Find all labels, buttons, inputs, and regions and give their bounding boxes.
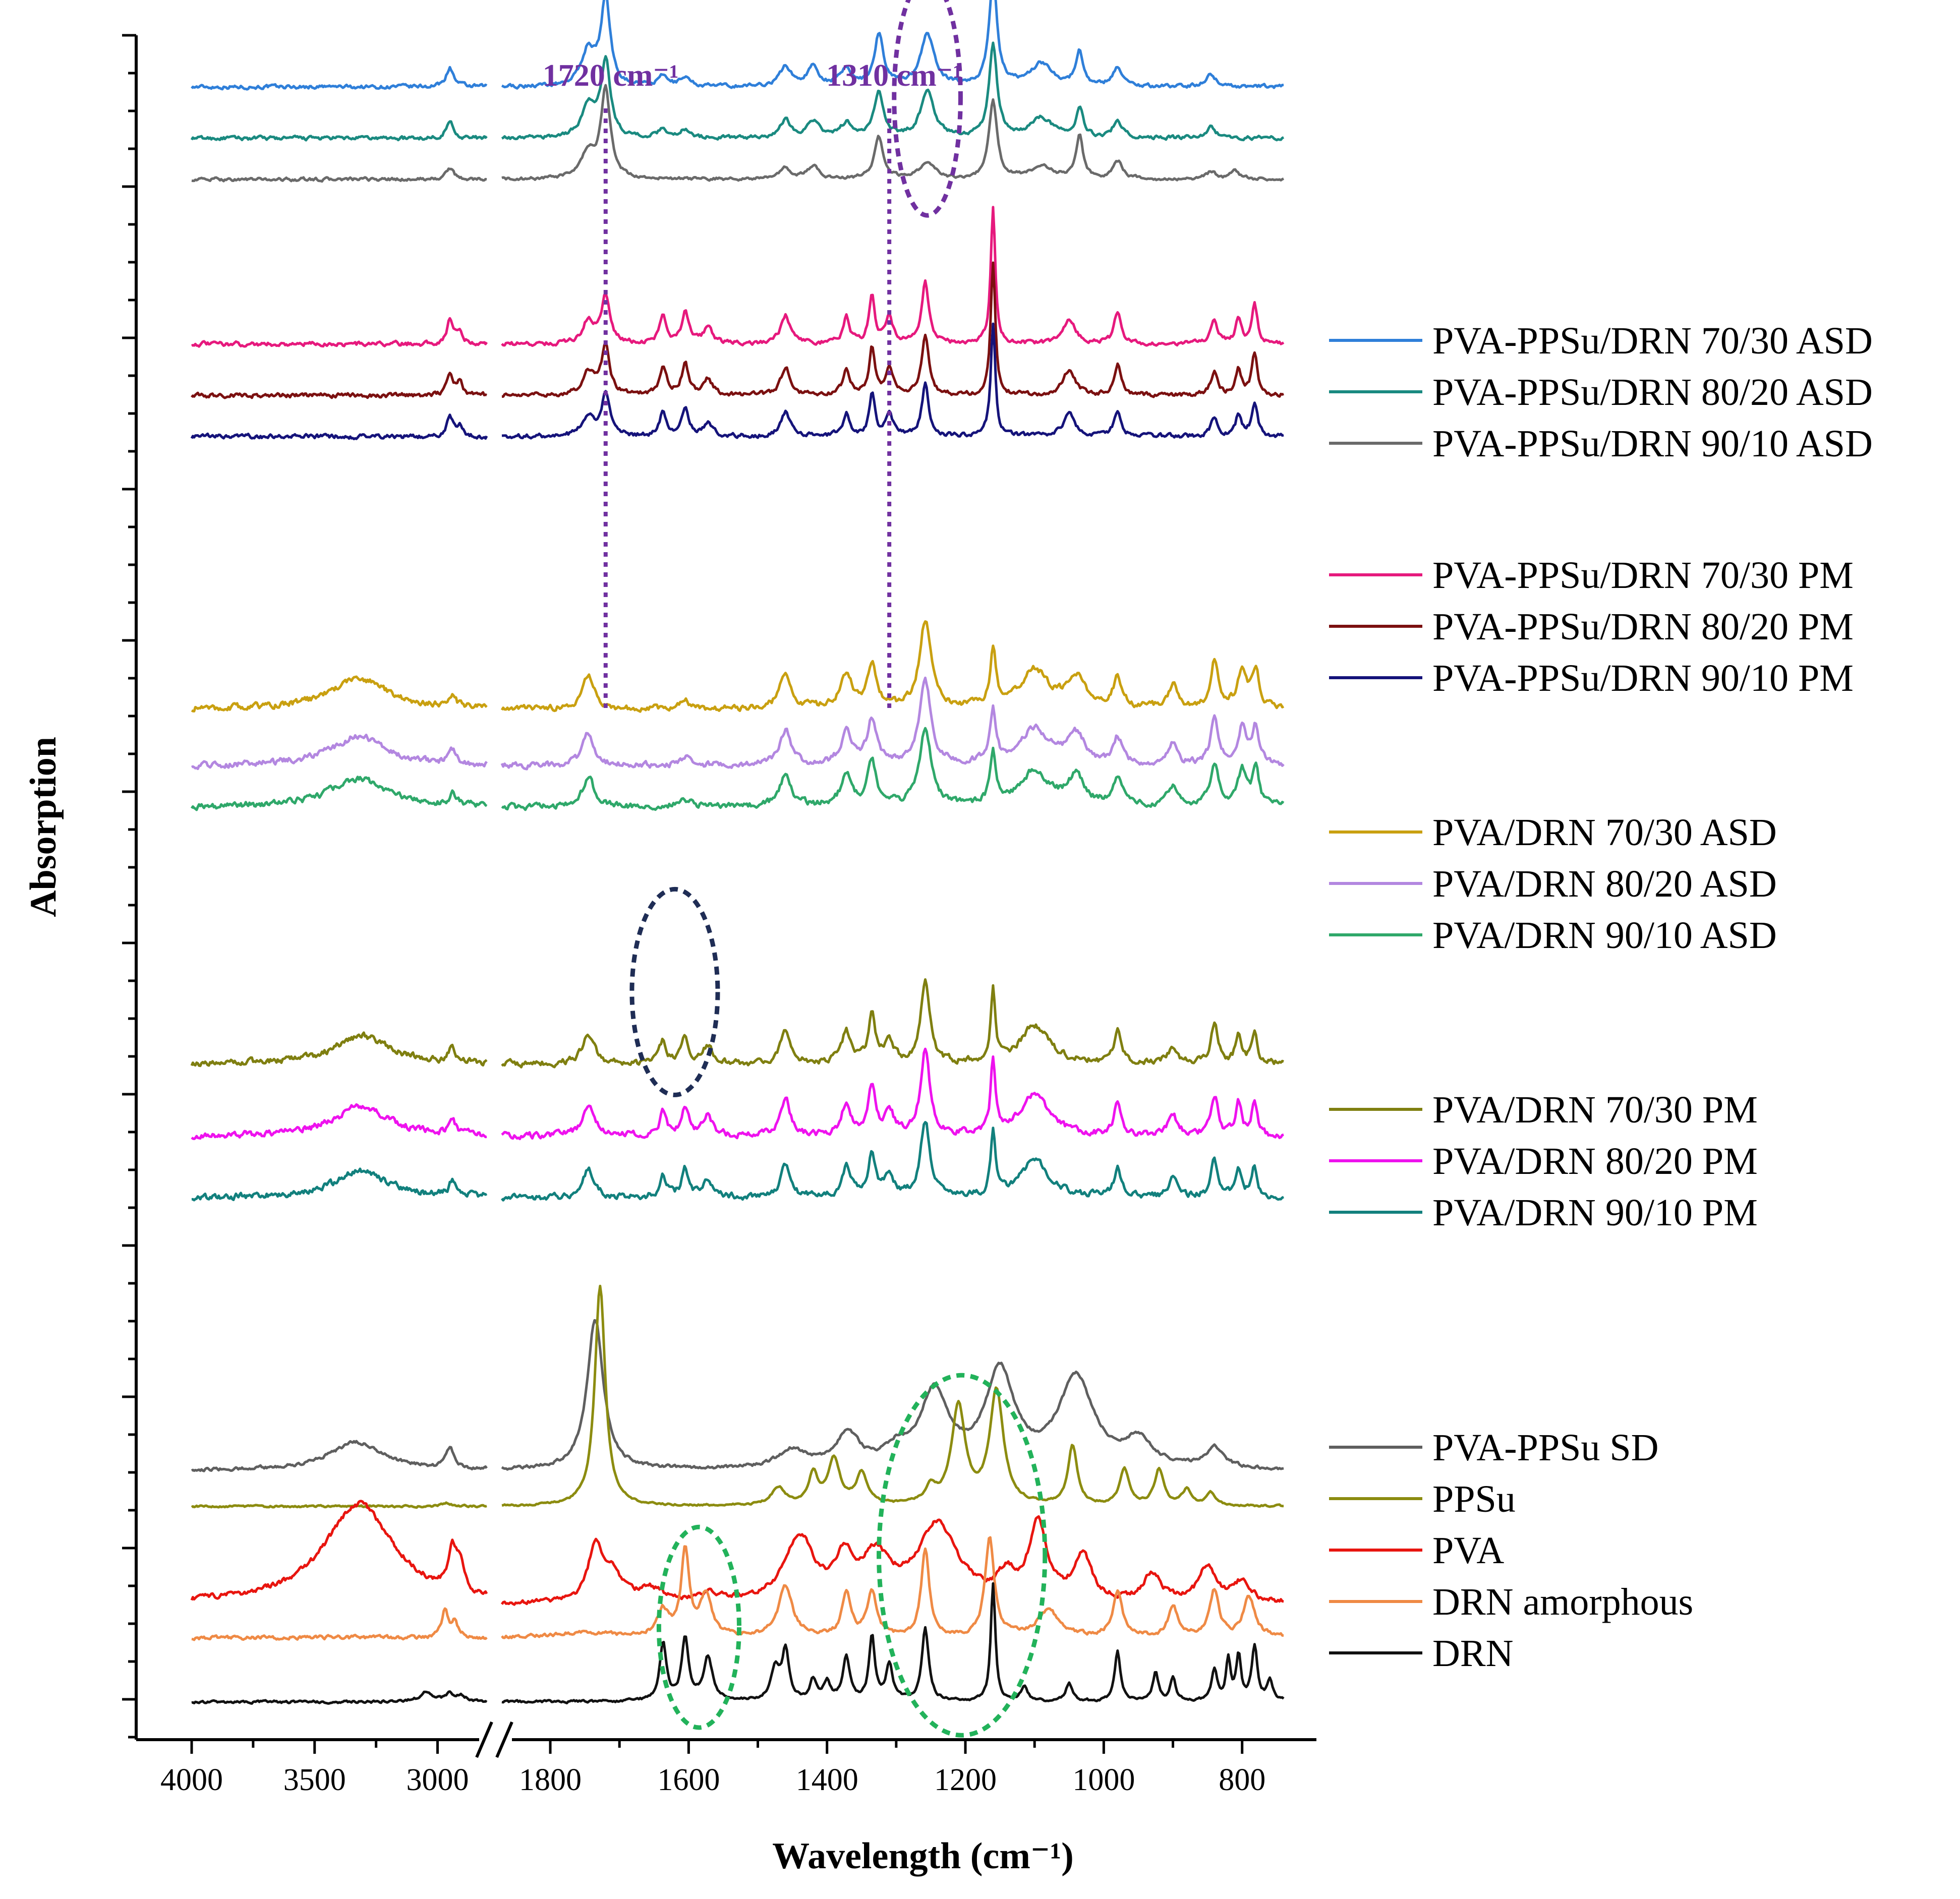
highlight-ellipse-2 xyxy=(629,886,720,1097)
legend-label-ppsu: PPSu xyxy=(1432,1478,1516,1520)
series-layer xyxy=(190,0,1285,1705)
series-line-high-range xyxy=(191,675,488,713)
highlight-ellipse-3 xyxy=(656,1524,741,1730)
reference-label-1720: 1720 cm⁻¹ xyxy=(543,58,679,93)
series-pva-ppsu-drn-80-20-asd xyxy=(190,41,1285,142)
series-line-high-range xyxy=(191,317,488,348)
series-line-high-range xyxy=(190,776,488,811)
series-line-high-range xyxy=(191,1440,488,1472)
x-tick-label-4000: 4000 xyxy=(160,1763,223,1797)
series-pva-drn-90-10-pm xyxy=(191,1121,1285,1202)
series-pva-ppsu-drn-90-10-asd xyxy=(191,84,1285,183)
series-line-fingerprint-range xyxy=(501,84,1285,182)
series-line-fingerprint-range xyxy=(501,1047,1284,1141)
series-pva-drn-70-30-asd xyxy=(191,620,1285,713)
highlight-ellipse-4 xyxy=(877,1373,1048,1738)
series-pva-drn-70-30-pm xyxy=(190,978,1284,1069)
legend-label-pva-ppsu-drn-80-20-asd: PVA-PPSu/DRN 80/20 ASD xyxy=(1432,371,1873,413)
x-tick-label-3500: 3500 xyxy=(283,1763,346,1797)
series-line-high-range xyxy=(190,1500,488,1601)
x-tick-label-1200: 1200 xyxy=(934,1763,997,1797)
series-line-fingerprint-range xyxy=(500,676,1285,770)
series-drn xyxy=(191,1582,1285,1705)
annotation-layer: 1720 cm⁻¹ 1310 cm⁻¹ xyxy=(543,0,1048,1738)
x-tick-label-3000: 3000 xyxy=(407,1763,469,1797)
series-pva-drn-80-20-asd xyxy=(191,676,1285,770)
x-tick-label-1400: 1400 xyxy=(796,1763,858,1797)
legend: PVA-PPSu/DRN 70/30 ASD PVA-PPSu/DRN 80/20… xyxy=(1329,320,1873,1675)
series-pva-ppsu-drn-90-10-pm xyxy=(190,322,1284,441)
series-line-high-range xyxy=(191,1607,488,1641)
series-pva-ppsu-drn-70-30-asd xyxy=(191,0,1284,91)
legend-label-pva-drn-90-10-pm: PVA/DRN 90/10 PM xyxy=(1432,1192,1758,1234)
series-line-fingerprint-range xyxy=(501,1582,1285,1704)
legend-label-pva-drn-80-20-asd: PVA/DRN 80/20 ASD xyxy=(1432,863,1777,905)
x-axis-title: Wavelength (cm⁻¹) xyxy=(772,1835,1074,1877)
series-pva-drn-90-10-asd xyxy=(190,727,1285,811)
series-line-fingerprint-range xyxy=(501,322,1284,440)
series-line-high-range xyxy=(190,1031,488,1067)
legend-label-pva-ppsu-drn-90-10-pm: PVA-PPSu/DRN 90/10 PM xyxy=(1432,657,1854,699)
series-line-high-range xyxy=(190,120,488,142)
legend-label-pva-drn-70-30-pm: PVA/DRN 70/30 PM xyxy=(1432,1089,1758,1131)
legend-label-pva: PVA xyxy=(1432,1529,1504,1572)
series-pva-drn-80-20-pm xyxy=(191,1047,1284,1141)
series-pva-ppsu-drn-80-20-pm xyxy=(191,261,1284,399)
y-axis-title: Absorption xyxy=(23,737,64,917)
legend-label-pva-ppsu-sd: PVA-PPSu SD xyxy=(1432,1427,1659,1469)
series-line-fingerprint-range xyxy=(501,261,1284,398)
series-pva xyxy=(190,1500,1284,1606)
legend-label-pva-drn-90-10-asd: PVA/DRN 90/10 ASD xyxy=(1432,914,1777,957)
legend-label-pva-drn-80-20-pm: PVA/DRN 80/20 PM xyxy=(1432,1140,1758,1182)
axis-break-mark-2 xyxy=(495,1721,513,1758)
series-line-fingerprint-range xyxy=(501,727,1285,811)
series-line-high-range xyxy=(191,1501,487,1509)
series-line-high-range xyxy=(191,734,488,770)
series-line-fingerprint-range xyxy=(501,206,1285,347)
axes-layer: 4000 3500 3000 1800 1600 1400 1200 1000 800 xyxy=(122,34,1316,1797)
legend-label-pva-ppsu-drn-70-30-asd: PVA-PPSu/DRN 70/30 ASD xyxy=(1432,320,1873,362)
series-line-high-range xyxy=(191,1103,487,1140)
series-pva-ppsu-sd xyxy=(191,1319,1284,1472)
x-tick-label-800: 800 xyxy=(1219,1763,1265,1797)
series-line-fingerprint-range xyxy=(501,1121,1285,1202)
x-tick-label-1000: 1000 xyxy=(1072,1763,1135,1797)
legend-label-pva-ppsu-drn-90-10-asd: PVA-PPSu/DRN 90/10 ASD xyxy=(1432,423,1873,465)
series-line-fingerprint-range xyxy=(501,0,1284,90)
axis-break-mark-1 xyxy=(475,1721,493,1758)
x-tick-label-1600: 1600 xyxy=(657,1763,720,1797)
reference-label-1310: 1310 cm⁻¹ xyxy=(826,58,962,93)
highlight-ellipse-1 xyxy=(892,0,963,218)
legend-label-drn-amorphous: DRN amorphous xyxy=(1432,1581,1693,1623)
series-line-fingerprint-range xyxy=(500,620,1285,713)
series-line-high-range xyxy=(191,167,487,183)
legend-label-pva-ppsu-drn-80-20-pm: PVA-PPSu/DRN 80/20 PM xyxy=(1432,606,1854,648)
series-line-high-range xyxy=(190,413,488,441)
x-tick-label-1800: 1800 xyxy=(519,1763,582,1797)
series-line-fingerprint-range xyxy=(501,978,1284,1069)
legend-label-pva-drn-70-30-asd: PVA/DRN 70/30 ASD xyxy=(1432,811,1777,854)
series-line-high-range xyxy=(191,1690,488,1705)
legend-label-pva-ppsu-drn-70-30-pm: PVA-PPSu/DRN 70/30 PM xyxy=(1432,554,1854,597)
series-line-high-range xyxy=(191,372,487,399)
series-drn-amorphous xyxy=(191,1536,1284,1641)
series-line-fingerprint-range xyxy=(501,41,1285,142)
series-line-fingerprint-range xyxy=(501,1536,1284,1639)
legend-label-drn: DRN xyxy=(1432,1632,1513,1675)
series-ppsu xyxy=(191,1284,1284,1509)
series-line-high-range xyxy=(191,66,488,91)
series-pva-ppsu-drn-70-30-pm xyxy=(191,206,1285,348)
series-line-fingerprint-range xyxy=(500,1515,1284,1606)
series-line-high-range xyxy=(191,1167,488,1202)
series-line-fingerprint-range xyxy=(501,1319,1284,1471)
series-line-fingerprint-range xyxy=(501,1284,1284,1508)
